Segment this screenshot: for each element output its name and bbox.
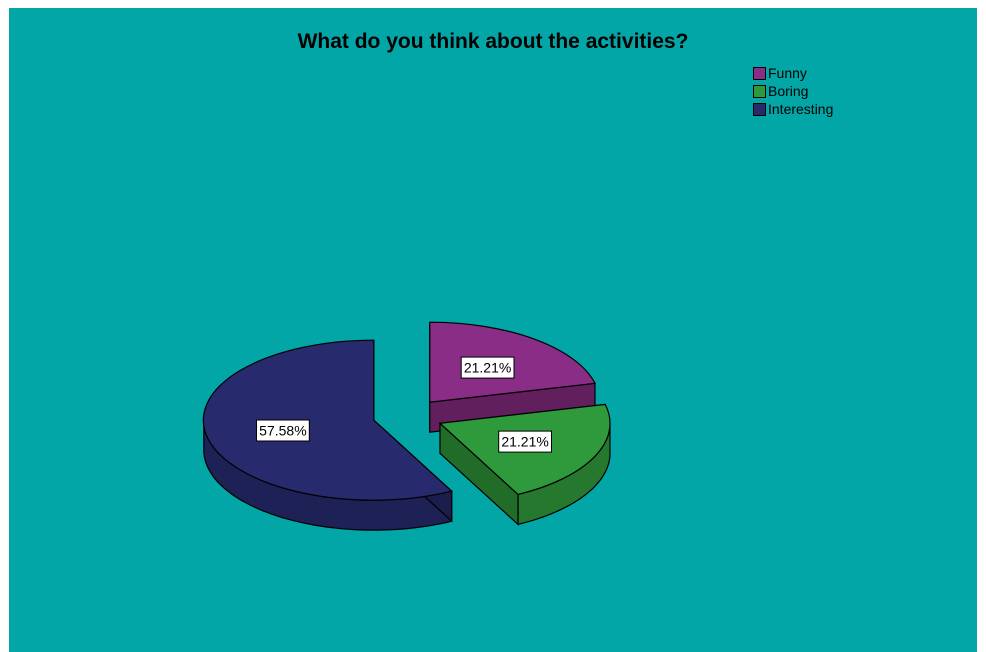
legend-item-funny: Funny [753,64,833,82]
pie-slice-top-interesting [202,339,453,501]
chart-title: What do you think about the activities? [297,30,689,53]
legend: Funny Boring Interesting [753,64,833,118]
legend-label-funny: Funny [768,65,807,81]
data-label-text: 21.21% [464,360,511,376]
legend-swatch-funny [753,66,766,80]
pie-slice-interesting [202,339,453,531]
data-label-funny: 21.21% [460,356,515,379]
legend-item-boring: Boring [753,82,833,100]
legend-item-interesting: Interesting [753,100,833,118]
legend-swatch-boring [753,84,766,98]
legend-label-boring: Boring [768,83,809,99]
data-label-text: 21.21% [501,434,548,450]
legend-label-interesting: Interesting [768,101,834,117]
legend-swatch-interesting [753,102,766,116]
data-label-box [498,430,553,453]
data-label-interesting: 57.58% [256,419,310,442]
data-label-text: 57.58% [259,423,306,439]
data-label-boring: 21.21% [498,430,553,453]
data-label-box [256,419,310,442]
pie-slice-boring [438,403,611,526]
data-label-box [460,356,515,379]
